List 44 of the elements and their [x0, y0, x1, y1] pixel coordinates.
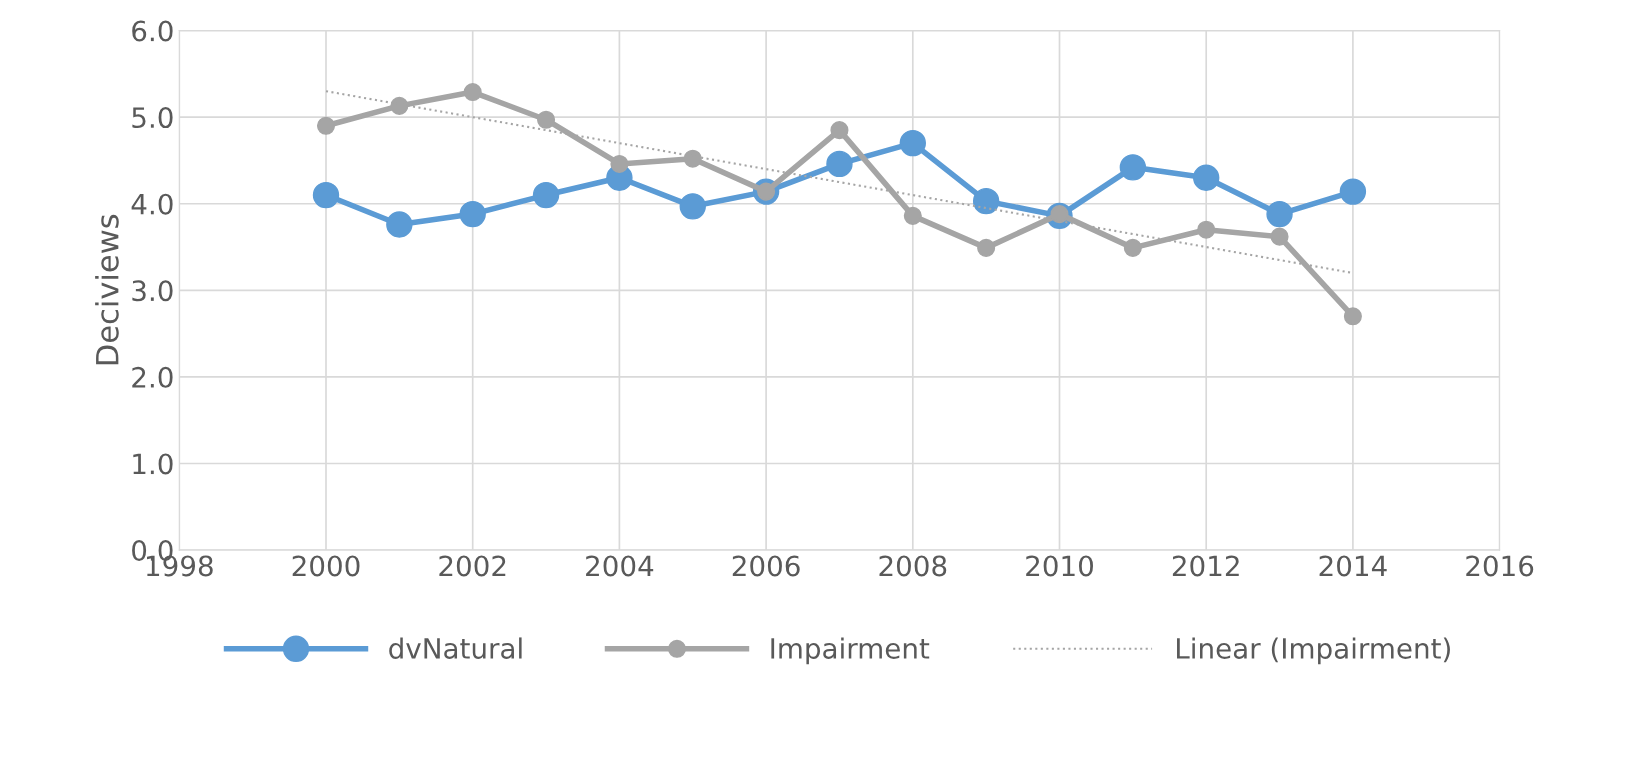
point [537, 110, 556, 129]
legend-label: dvNatural [389, 637, 522, 659]
y-tick-label: 5.0 [132, 107, 173, 129]
point [316, 116, 336, 135]
point [683, 149, 702, 168]
x-tick-label: 2014 [1319, 555, 1387, 577]
point [972, 187, 1000, 215]
point [1343, 307, 1362, 326]
x-tick-label: 2008 [879, 555, 947, 577]
y-tick-label: 4.0 [131, 193, 173, 215]
point [459, 200, 486, 228]
point [386, 211, 413, 238]
x-tick-label: 2012 [1172, 555, 1239, 577]
x-tick-label: 2016 [1466, 555, 1534, 577]
point [903, 206, 922, 225]
legend-label: Impairment [771, 637, 930, 665]
point [463, 83, 482, 102]
legend-label: Linear (Impairment) [1177, 637, 1450, 665]
x-tick-label: 2004 [586, 555, 654, 577]
y-tick-label: 1.0 [133, 453, 173, 475]
point [1119, 154, 1147, 181]
y-tick-label: 3.0 [132, 280, 173, 302]
point [1193, 164, 1220, 191]
point [977, 238, 996, 257]
point [1197, 220, 1216, 239]
point [899, 129, 926, 157]
point [1270, 227, 1289, 246]
point [679, 193, 706, 220]
x-tick-label: 2006 [732, 555, 800, 577]
point [390, 96, 409, 115]
x-tick-label: 2010 [1026, 555, 1093, 577]
point [532, 181, 560, 209]
y-tick-label: 2.0 [132, 366, 173, 388]
point [312, 181, 340, 209]
point [1123, 238, 1142, 257]
point [830, 121, 849, 140]
x-tick-label: 2000 [292, 555, 360, 577]
point [610, 154, 629, 173]
point [826, 150, 853, 178]
point [1266, 200, 1293, 228]
y-tick-label: 6.0 [132, 20, 173, 42]
point [1339, 178, 1367, 205]
x-tick-label: 2002 [439, 555, 506, 577]
y-axis-title: Deciviews [95, 214, 119, 365]
